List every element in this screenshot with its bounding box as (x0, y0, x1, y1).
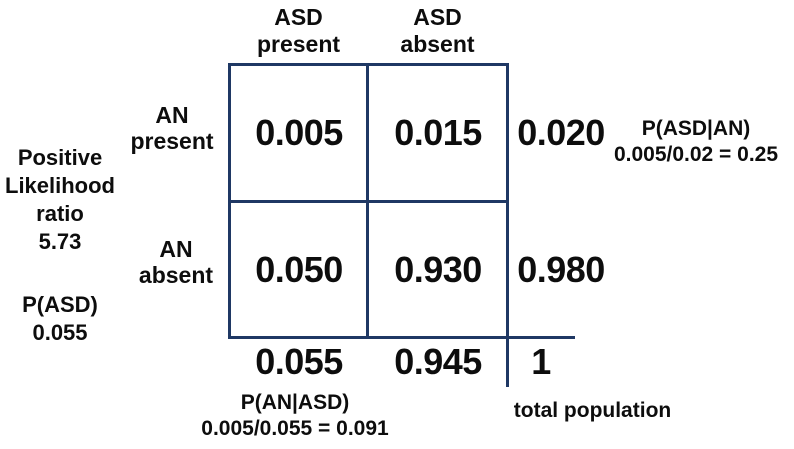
grid-bottom-border (228, 336, 575, 339)
cell-an-present-asd-absent: 0.015 (394, 112, 482, 153)
conditional-p-an-given-asd-block: P(AN|ASD) 0.005/0.055 = 0.091 (180, 390, 410, 442)
p-asd-given-an-label: P(ASD|AN) (641, 117, 751, 140)
prior-probability-label: P(ASD) (22, 292, 98, 317)
positive-likelihood-ratio-block: Positive Likelihood ratio 5.73 (0, 144, 120, 256)
col-header-asd-absent-line2: absent (400, 31, 475, 57)
likelihood-ratio-value: 5.73 (38, 229, 82, 254)
col-header-asd-present: ASD present (229, 4, 368, 58)
likelihood-line-2: Likelihood (5, 173, 115, 198)
grand-total-label: total population (513, 399, 672, 422)
row-header-an-present-line1: AN (155, 102, 189, 128)
col-header-asd-present-line1: ASD (274, 4, 323, 30)
row-header-an-absent-line1: AN (159, 236, 193, 262)
likelihood-line-1: Positive (17, 145, 103, 170)
col-total-asd-present: 0.055 (255, 341, 343, 382)
row-total-an-present: 0.020 (517, 112, 605, 153)
conditional-p-asd-given-an-block: P(ASD|AN) 0.005/0.02 = 0.25 (598, 116, 794, 168)
cell-an-absent-asd-present: 0.050 (255, 248, 343, 290)
prior-probability-block: P(ASD) 0.055 (0, 291, 120, 347)
p-an-given-asd-formula: 0.005/0.055 = 0.091 (201, 417, 389, 440)
p-asd-given-an-formula: 0.005/0.02 = 0.25 (613, 143, 779, 166)
likelihood-line-3: ratio (36, 201, 84, 226)
row-header-an-absent: AN absent (126, 236, 226, 288)
row-header-an-present-line2: present (130, 128, 214, 154)
p-an-given-asd-label: P(AN|ASD) (240, 391, 350, 414)
col-header-asd-absent-line1: ASD (413, 4, 462, 30)
grid-right-border (506, 63, 509, 387)
row-header-an-present: AN present (122, 102, 222, 154)
grid-left-border (228, 63, 231, 339)
grid-middle-vertical-line (366, 63, 369, 339)
col-header-asd-present-line2: present (256, 31, 341, 57)
row-total-an-absent: 0.980 (517, 248, 605, 290)
col-header-asd-absent: ASD absent (368, 4, 507, 58)
cell-an-absent-asd-absent: 0.930 (394, 248, 482, 290)
row-header-an-absent-line2: absent (138, 262, 214, 288)
col-total-asd-absent: 0.945 (394, 341, 482, 382)
prior-probability-value: 0.055 (32, 320, 88, 345)
grand-total: 1 (531, 341, 551, 382)
cell-an-present-asd-present: 0.005 (255, 112, 343, 153)
